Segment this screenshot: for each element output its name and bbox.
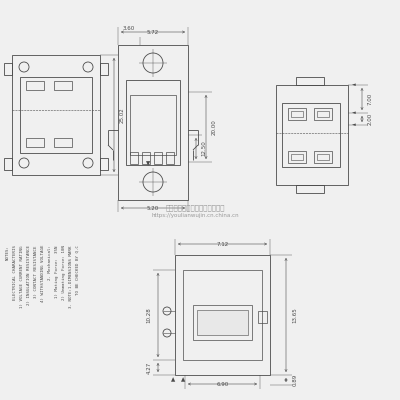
Text: NOTES:: NOTES: xyxy=(6,245,10,260)
Text: ▲: ▲ xyxy=(171,378,175,382)
Text: 4.27: 4.27 xyxy=(146,361,152,374)
Text: 3) CONTACT RESISTANCE: 3) CONTACT RESISTANCE xyxy=(34,245,38,298)
Bar xyxy=(183,270,262,360)
Text: 5.20: 5.20 xyxy=(147,206,159,210)
Bar xyxy=(100,158,108,170)
Text: 1) VOLTAGE CURRENT RATING: 1) VOLTAGE CURRENT RATING xyxy=(20,245,24,308)
Text: ▼: ▼ xyxy=(146,162,150,166)
Text: 7.00: 7.00 xyxy=(368,93,372,105)
Text: ◄: ◄ xyxy=(352,110,356,116)
Text: 7.12: 7.12 xyxy=(216,242,229,246)
Bar xyxy=(288,151,306,163)
Bar xyxy=(130,152,138,164)
Bar xyxy=(276,85,348,185)
Text: ◄: ◄ xyxy=(352,122,356,128)
Bar xyxy=(258,311,267,323)
Text: ELECTRICAL CHARACTERIS: ELECTRICAL CHARACTERIS xyxy=(13,245,17,305)
Text: 25.02: 25.02 xyxy=(120,107,124,123)
Bar xyxy=(296,185,324,193)
Text: 0.89: 0.89 xyxy=(292,374,298,386)
Text: TO BE CHECKED BY Q.C: TO BE CHECKED BY Q.C xyxy=(76,245,80,295)
Text: 2) Unmating Force: 10N: 2) Unmating Force: 10N xyxy=(62,245,66,300)
Bar xyxy=(20,77,92,153)
Bar xyxy=(166,152,174,164)
Text: 2.00: 2.00 xyxy=(368,113,372,125)
Bar xyxy=(118,45,188,200)
Bar xyxy=(296,77,324,85)
Text: 20.00: 20.00 xyxy=(212,119,216,135)
Bar xyxy=(130,95,176,155)
Bar xyxy=(193,305,252,340)
Bar xyxy=(26,81,44,90)
Text: 2. Mechanical:: 2. Mechanical: xyxy=(48,245,52,280)
Bar xyxy=(154,152,162,164)
Bar xyxy=(317,154,329,160)
Bar xyxy=(317,111,329,117)
Text: 4) WITHSTANDING VOLTAGE: 4) WITHSTANDING VOLTAGE xyxy=(41,245,45,302)
Bar xyxy=(291,111,303,117)
Bar xyxy=(54,81,72,90)
Text: 2) INSULATION RESISTANCE: 2) INSULATION RESISTANCE xyxy=(27,245,31,305)
Text: 3.60: 3.60 xyxy=(123,26,135,32)
Text: 5.72: 5.72 xyxy=(147,30,159,34)
Bar xyxy=(126,80,180,165)
Bar xyxy=(4,158,12,170)
Text: 12.50: 12.50 xyxy=(202,141,206,156)
Bar xyxy=(100,63,108,75)
Bar xyxy=(314,108,332,120)
Bar xyxy=(4,63,12,75)
Bar xyxy=(12,55,100,175)
Text: 1) Mating Force:  35N: 1) Mating Force: 35N xyxy=(55,245,59,298)
Bar xyxy=(291,154,303,160)
Text: https://youlianwujin.cn.china.cn: https://youlianwujin.cn.china.cn xyxy=(151,214,239,218)
Bar xyxy=(142,152,150,164)
Bar xyxy=(197,310,248,335)
Text: 深圳市宝安区向仁建五金电子厂: 深圳市宝安区向仁建五金电子厂 xyxy=(165,205,225,211)
Bar xyxy=(282,103,340,167)
Text: 13.65: 13.65 xyxy=(292,307,298,323)
Text: ▲: ▲ xyxy=(181,378,185,382)
Text: 6.90: 6.90 xyxy=(216,382,229,386)
Bar xyxy=(175,255,270,375)
Bar xyxy=(54,138,72,147)
Bar xyxy=(288,108,306,120)
Text: 3. NOTE:1.DIMENSIONS MARK: 3. NOTE:1.DIMENSIONS MARK xyxy=(69,245,73,308)
Bar xyxy=(26,138,44,147)
Text: ◄: ◄ xyxy=(352,82,356,88)
Bar xyxy=(314,151,332,163)
Text: 10.28: 10.28 xyxy=(146,307,152,323)
